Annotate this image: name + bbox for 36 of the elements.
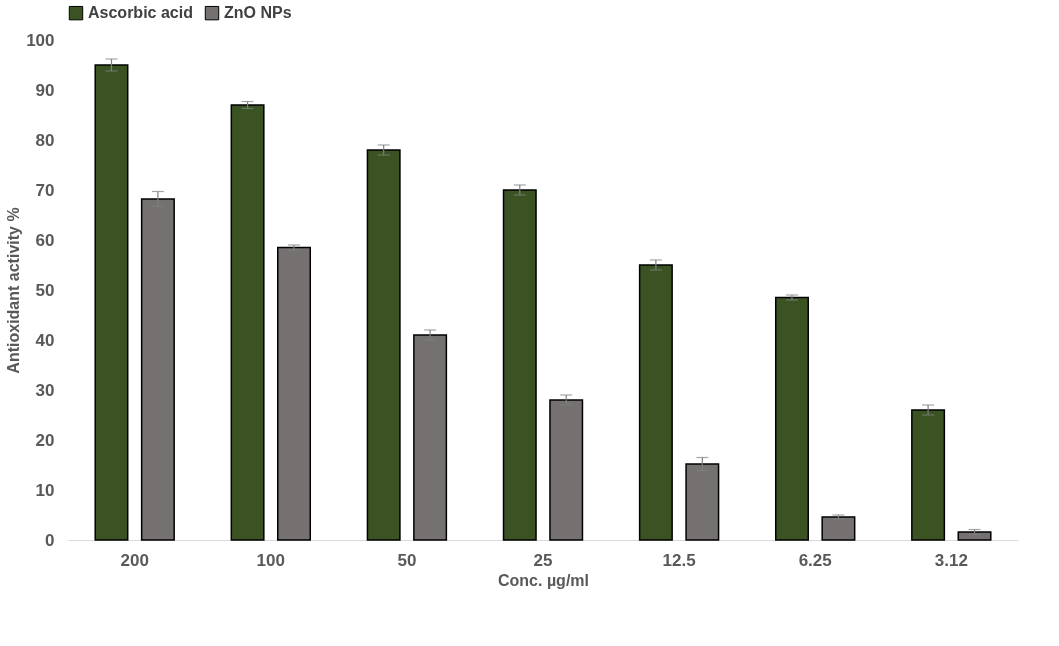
y-tick-label: 10 [35,480,55,500]
bar [638,264,673,541]
y-tick-label: 20 [35,430,55,450]
x-tick-label: 12.5 [662,550,696,570]
x-axis-title: Conc. µg/ml [498,571,589,589]
legend-label: Ascorbic acid [88,4,193,22]
y-tick-label: 70 [35,180,55,200]
bar [774,296,809,541]
y-tick-label: 40 [35,330,55,350]
x-tick-label: 100 [256,550,285,570]
y-axis-title: Antioxidant activity % [5,207,23,374]
x-tick-label: 200 [120,550,149,570]
x-tick-label: 50 [397,550,417,570]
y-tick-label: 0 [45,530,55,550]
bar [911,409,946,541]
y-tick-label: 100 [26,30,55,50]
bar [821,516,856,541]
y-tick-label: 90 [35,80,55,100]
bar [94,64,129,541]
bar [502,189,537,541]
bar [957,531,992,541]
bar [549,399,584,541]
y-tick-label: 30 [35,380,55,400]
y-tick-label: 50 [35,280,55,300]
x-tick-label: 3.12 [934,550,968,570]
legend-label: ZnO NPs [224,4,292,22]
bar [413,334,448,541]
bar [366,149,401,541]
x-tick-label: 25 [533,550,553,570]
x-tick-label: 6.25 [798,550,832,570]
bar [140,198,175,541]
bar [277,246,312,541]
y-tick-label: 80 [35,130,55,150]
bar [230,104,265,541]
y-tick-label: 60 [35,230,55,250]
bar [685,463,720,541]
